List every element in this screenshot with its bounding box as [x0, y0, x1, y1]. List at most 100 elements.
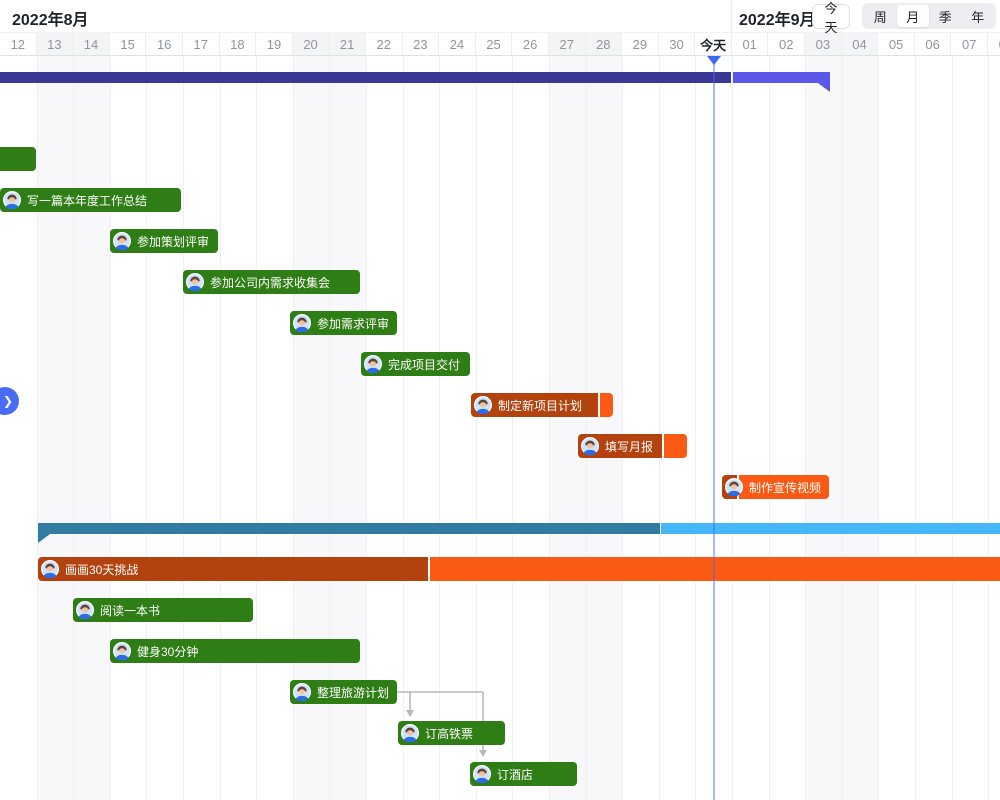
- column-gridline: [146, 56, 148, 800]
- task-label: 参加策划评审: [137, 234, 210, 249]
- task-label: 阅读一本书: [100, 603, 161, 618]
- task-plan-review[interactable]: 参加策划评审: [110, 229, 218, 253]
- task-monthly-report[interactable]: 填写月报: [578, 434, 687, 458]
- dependency-connectors: [397, 691, 487, 757]
- header-bar: 2022年8月 2022年9月 今天 周月季 年: [0, 0, 1000, 35]
- chevron-right-icon: ❯: [2, 394, 13, 408]
- task-drawing-30d-content: 画画30天挑战: [41, 560, 138, 578]
- column-gridline: [219, 56, 221, 800]
- column-gridline: [988, 56, 990, 800]
- weekend-band: [585, 56, 623, 800]
- axis-day-30: 30: [659, 33, 696, 55]
- weekend-band: [73, 56, 110, 800]
- task-travel-plan[interactable]: 整理旅游计划: [290, 680, 397, 704]
- view-option-年[interactable]: 年: [971, 9, 985, 25]
- column-gridline: [695, 56, 697, 800]
- task-hotel-content: 订酒店: [473, 765, 533, 783]
- view-option-月[interactable]: 月: [896, 5, 929, 27]
- column-gridline: [512, 56, 514, 800]
- column-gridline: [732, 56, 733, 800]
- task-monthly-report-remaining-segment: [664, 434, 687, 458]
- assignee-avatar-icon: [474, 396, 492, 414]
- personal-summary-bar-remaining[interactable]: [661, 523, 1000, 534]
- task-req-collect[interactable]: 参加公司内需求收集会: [183, 270, 360, 294]
- task-label: 制作宣传视频: [749, 480, 822, 495]
- month-title-september: 2022年9月: [739, 12, 816, 29]
- assignee-avatar-icon: [725, 478, 743, 496]
- task-new-plan-content: 制定新项目计划: [474, 396, 582, 414]
- task-drawing-30d[interactable]: 画画30天挑战: [38, 557, 1000, 581]
- assignee-avatar-icon: [581, 437, 599, 455]
- task-new-plan-remaining-segment: [600, 393, 613, 417]
- task-label: 填写月报: [605, 439, 654, 454]
- task-promo-video-remaining-segment: [739, 475, 829, 499]
- assignee-avatar-icon: [3, 191, 21, 209]
- column-gridline: [878, 56, 880, 800]
- column-gridline: [73, 56, 75, 800]
- axis-day-12: 12: [0, 33, 37, 55]
- view-option-季[interactable]: 季: [938, 9, 952, 25]
- task-new-plan[interactable]: 制定新项目计划: [471, 393, 613, 417]
- work-summary-bar-remaining[interactable]: [733, 72, 830, 83]
- task-label: 健身30分钟: [137, 644, 199, 659]
- personal-summary-bar-tail: [38, 534, 50, 543]
- column-gridline: [402, 56, 404, 800]
- task-clipped-left[interactable]: [0, 147, 36, 171]
- work-summary-bar-done[interactable]: [0, 72, 731, 83]
- expand-panel-button[interactable]: ❯: [0, 387, 19, 415]
- axis-day-27: 27: [548, 33, 586, 55]
- task-annual-summary[interactable]: 写一篇本年度工作总结: [0, 188, 181, 212]
- task-req-review[interactable]: 参加需求评审: [290, 311, 397, 335]
- assignee-avatar-icon: [113, 232, 131, 250]
- task-workout-content: 健身30分钟: [113, 642, 198, 660]
- task-label: 整理旅游计划: [317, 685, 390, 700]
- axis-day-22: 22: [366, 33, 403, 55]
- assignee-avatar-icon: [364, 355, 382, 373]
- column-gridline: [549, 56, 550, 800]
- task-hotel[interactable]: 订酒店: [470, 762, 577, 786]
- task-read-book-content: 阅读一本书: [76, 601, 160, 619]
- task-label: 参加需求评审: [317, 316, 390, 331]
- column-gridline: [329, 56, 331, 800]
- task-train-ticket-content: 订高铁票: [401, 724, 473, 742]
- weekend-band: [841, 56, 879, 800]
- today-line: [712, 56, 715, 800]
- axis-day-05: 05: [878, 33, 915, 55]
- task-label: 写一篇本年度工作总结: [27, 193, 148, 208]
- column-gridline: [585, 56, 587, 800]
- assignee-avatar-icon: [401, 724, 419, 742]
- task-workout[interactable]: 健身30分钟: [110, 639, 360, 663]
- task-label: 参加公司内需求收集会: [210, 275, 331, 290]
- task-promo-video[interactable]: 制作宣传视频: [722, 475, 829, 499]
- axis-day-07: 07: [951, 33, 989, 55]
- task-label: 完成项目交付: [388, 357, 461, 372]
- axis-day-26: 26: [512, 33, 549, 55]
- view-option-周[interactable]: 周: [873, 9, 887, 25]
- task-delivery[interactable]: 完成项目交付: [361, 352, 470, 376]
- axis-day-08: 08: [988, 33, 1000, 55]
- column-gridline: [841, 56, 843, 800]
- axis-day-28: 28: [585, 33, 623, 55]
- assignee-avatar-icon: [293, 314, 311, 332]
- task-train-ticket[interactable]: 订高铁票: [398, 721, 505, 745]
- task-label: 订高铁票: [425, 726, 474, 741]
- axis-day-24: 24: [439, 33, 476, 55]
- axis-day-15: 15: [110, 33, 147, 55]
- column-gridline: [439, 56, 441, 800]
- column-gridline: [109, 56, 111, 800]
- personal-summary-bar-done[interactable]: [38, 523, 660, 534]
- today-button[interactable]: 今天: [812, 1, 850, 35]
- task-label: 制定新项目计划: [498, 398, 583, 413]
- axis-day-03: 03: [805, 33, 842, 55]
- axis-day-16: 16: [146, 33, 183, 55]
- month-title-august: 2022年8月: [12, 12, 89, 29]
- axis-day-23: 23: [403, 33, 440, 55]
- column-gridline: [768, 56, 770, 800]
- task-label: 订酒店: [497, 767, 534, 782]
- column-gridline: [366, 56, 367, 800]
- column-gridline: [183, 56, 184, 800]
- task-label: 画画30天挑战: [65, 562, 139, 577]
- task-read-book[interactable]: 阅读一本书: [73, 598, 253, 622]
- view-switcher: 周月季 年: [862, 3, 996, 29]
